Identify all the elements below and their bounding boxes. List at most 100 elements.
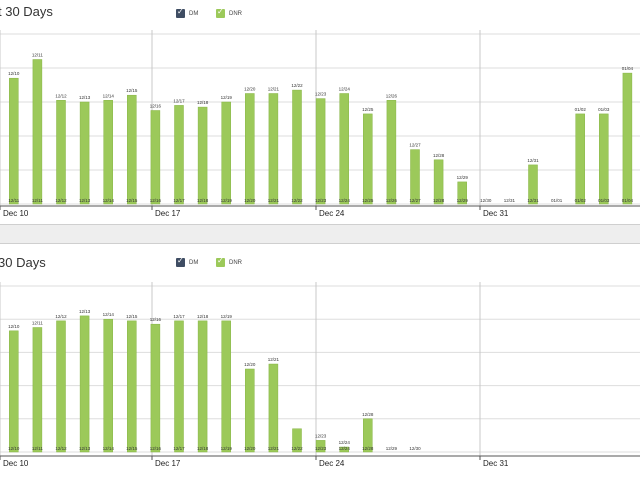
bar-date-label: 12/16: [150, 198, 162, 203]
bar-value-label: 12/27: [409, 143, 421, 148]
bar: [433, 159, 444, 205]
bar: [599, 113, 609, 205]
bar-date-label: 01/03: [598, 198, 610, 203]
bar-date-label: 12/31: [504, 198, 516, 203]
bar-date-label: 12/26: [386, 198, 398, 203]
bar-value-label: 12/21: [268, 87, 280, 92]
bar-date-label: 12/29: [386, 446, 398, 451]
bar: [386, 100, 397, 205]
bar-date-label: 12/27: [409, 198, 421, 203]
bar-date-label: 12/12: [55, 446, 67, 451]
bar-value-label: 12/20: [244, 362, 256, 367]
bar-date-label: 12/11: [32, 198, 43, 203]
bar-value-label: 12/26: [386, 93, 398, 98]
legend-dnr[interactable]: DNR: [216, 256, 242, 267]
bar-date-label: 12/17: [173, 198, 185, 203]
bar-value-label: 12/25: [362, 107, 374, 112]
bar-date-label: 12/15: [126, 198, 138, 203]
bar: [127, 94, 137, 205]
gridlines: [0, 282, 640, 456]
bar-date-label: 01/02: [575, 198, 587, 203]
legend-label: DM: [189, 10, 199, 17]
bar: [32, 327, 43, 453]
bar: [245, 368, 255, 453]
legend-dnr[interactable]: DNR: [216, 7, 242, 18]
bar: [221, 320, 231, 453]
bar-date-label: 12/16: [150, 446, 162, 451]
bar: [292, 428, 302, 453]
bar-date-label: 12/12: [55, 198, 67, 203]
bar-value-label: 12/19: [221, 95, 233, 100]
bar: [56, 100, 66, 205]
bar-value-label: 12/10: [8, 71, 20, 76]
checkbox-checked-icon[interactable]: [216, 256, 225, 267]
bar-date-label: 12/28: [433, 198, 445, 203]
bar-value-label: 12/13: [79, 309, 91, 314]
x-tick-label: Dec 10: [3, 459, 29, 468]
x-tick-label: Dec 17: [155, 209, 181, 218]
checkbox-checked-icon[interactable]: [176, 256, 185, 267]
bar: [339, 446, 349, 453]
bar-value-label: 12/20: [244, 87, 256, 92]
bar-value-label: 12/17: [173, 98, 185, 103]
bar: [363, 113, 373, 205]
bar: [150, 110, 161, 205]
bar-value-label: 12/11: [32, 53, 43, 58]
bar-date-label: 12/21: [268, 446, 280, 451]
bar-value-label: 12/17: [173, 314, 185, 319]
bar: [79, 315, 90, 453]
x-tick-label: Dec 31: [483, 459, 509, 468]
bar: [56, 320, 66, 453]
bar: [127, 320, 137, 453]
bar-date-label: 12/18: [197, 446, 209, 451]
bar: [315, 98, 326, 205]
bar-date-label: 12/24: [339, 446, 351, 451]
bar-date-label: 12/14: [103, 198, 115, 203]
bar-value-label: 12/16: [150, 104, 162, 109]
bar-date-label: 12/23: [315, 446, 327, 451]
bar: [221, 101, 231, 205]
bar-date-label: 12/15: [126, 446, 138, 451]
bar-value-label: 12/29: [457, 175, 469, 180]
bar-date-label: 12/20: [244, 198, 256, 203]
bar-date-label: 12/22: [291, 198, 303, 203]
bar-date-label: 12/14: [103, 446, 115, 451]
bar-date-label: 12/19: [221, 446, 233, 451]
bar: [9, 330, 19, 453]
bar-date-label: 12/18: [197, 198, 209, 203]
bar-value-label: 12/28: [362, 412, 374, 417]
bar-date-label: 12/24: [339, 198, 351, 203]
x-tick-label: Dec 24: [319, 459, 345, 468]
bar-date-label: 12/25: [362, 198, 374, 203]
bar: [9, 77, 19, 205]
bar-value-label: 12/12: [55, 93, 67, 98]
legend-dm[interactable]: DM: [176, 7, 199, 18]
bar-value-label: 12/14: [103, 93, 115, 98]
checkbox-checked-icon[interactable]: [176, 7, 185, 18]
legend-label: DNR: [229, 10, 242, 17]
bar: [268, 363, 279, 453]
bar: [339, 93, 349, 205]
bar: [174, 105, 184, 205]
bar: [575, 113, 585, 205]
bar-value-label: 12/22: [291, 83, 303, 88]
bar-value-label: 12/23: [315, 433, 327, 438]
legend-dm[interactable]: DM: [176, 256, 198, 267]
bar-value-label: 12/24: [339, 87, 351, 92]
bar-date-label: 12/20: [244, 446, 256, 451]
bar: [410, 149, 420, 205]
checkbox-checked-icon[interactable]: [216, 7, 225, 18]
bar-value-label: 12/15: [126, 88, 138, 93]
bar: [528, 164, 538, 205]
bar: [79, 101, 90, 205]
bar-date-label: 12/30: [480, 198, 492, 203]
bar: [150, 323, 161, 453]
bar-value-label: 12/10: [8, 324, 20, 329]
x-tick-label: Dec 17: [155, 459, 181, 468]
bar-value-label: 01/02: [575, 107, 587, 112]
bar-date-label: 01/04: [622, 198, 634, 203]
bar: [457, 181, 467, 205]
bar-value-label: 12/28: [433, 153, 445, 158]
bar-value-label: 01/03: [598, 107, 610, 112]
bar: [174, 320, 184, 453]
